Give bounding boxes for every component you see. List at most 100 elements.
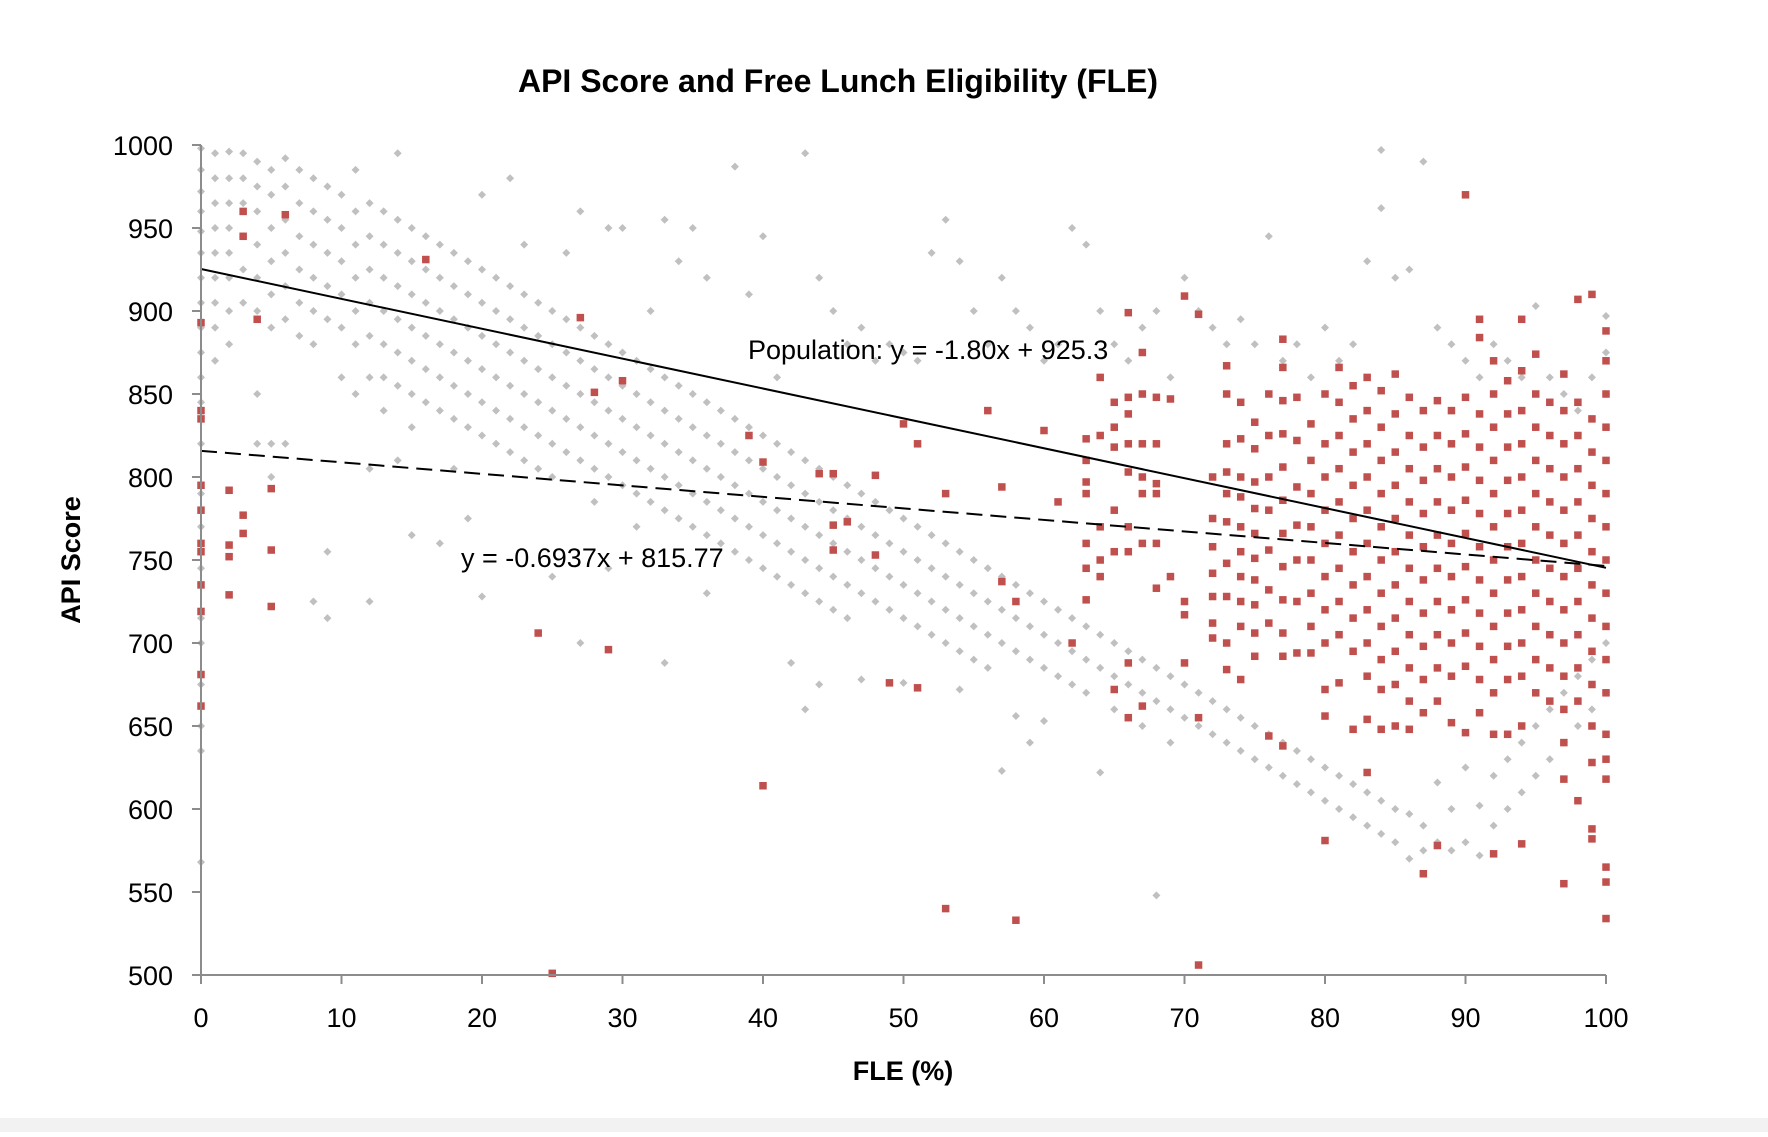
sample-point xyxy=(1265,473,1273,481)
population-point xyxy=(323,315,332,324)
population-point xyxy=(421,298,430,307)
population-point xyxy=(1517,788,1526,797)
population-point xyxy=(1503,755,1512,764)
sample-point xyxy=(1602,622,1610,631)
sample-point xyxy=(1293,436,1301,445)
sample-point xyxy=(1560,473,1568,481)
sample-point xyxy=(1391,722,1399,730)
sample-point xyxy=(1265,390,1273,398)
population-point xyxy=(463,514,472,523)
population-point xyxy=(309,273,318,282)
population-point xyxy=(253,157,262,166)
sample-point xyxy=(1503,576,1512,584)
population-point xyxy=(590,398,599,407)
population-point xyxy=(478,365,486,374)
population-point xyxy=(478,431,486,440)
population-point xyxy=(1503,805,1512,813)
sample-point xyxy=(1475,675,1484,684)
population-point xyxy=(492,340,501,349)
sample-point xyxy=(1166,395,1175,403)
sample-point xyxy=(1602,878,1610,886)
sample-point xyxy=(1307,489,1315,498)
sample-point xyxy=(1321,639,1329,647)
sample-point xyxy=(1517,367,1526,375)
population-point xyxy=(1335,805,1344,813)
sample-point xyxy=(1461,430,1470,438)
sample-point xyxy=(1489,556,1498,564)
sample-point xyxy=(1602,489,1610,498)
sample-point xyxy=(1349,725,1357,734)
sample-point xyxy=(239,232,247,241)
sample-point xyxy=(998,577,1006,586)
population-point xyxy=(337,290,346,299)
sample-point xyxy=(1222,665,1231,674)
sample-point xyxy=(1532,350,1540,358)
sample-point xyxy=(1363,539,1371,548)
population-point xyxy=(407,224,416,232)
population-point xyxy=(309,307,318,315)
population-point xyxy=(604,473,613,481)
population-point xyxy=(1391,838,1400,847)
population-point xyxy=(913,622,922,631)
population-point xyxy=(646,497,655,506)
population-point xyxy=(660,473,669,481)
population-point xyxy=(534,331,543,340)
sample-point xyxy=(1405,498,1414,506)
population-point xyxy=(829,307,838,315)
population-point xyxy=(576,323,585,332)
population-point xyxy=(969,622,978,631)
population-point xyxy=(421,365,430,374)
sample-point xyxy=(1602,456,1610,465)
population-point xyxy=(393,381,402,390)
sample-point xyxy=(1419,406,1428,415)
population-point xyxy=(1264,763,1273,772)
sample-point xyxy=(1349,647,1357,656)
sample-point xyxy=(1251,554,1259,563)
population-point xyxy=(337,190,346,199)
sample-point xyxy=(1251,445,1259,453)
population-point xyxy=(323,215,332,224)
population-point xyxy=(1335,356,1344,365)
sample-point xyxy=(1321,506,1329,514)
sample-point xyxy=(267,602,275,611)
sample-point xyxy=(941,904,950,913)
x-tick-label: 90 xyxy=(1450,1003,1480,1033)
population-point xyxy=(435,273,444,282)
population-point xyxy=(225,248,234,257)
population-point xyxy=(1587,705,1596,714)
population-point xyxy=(660,215,669,224)
sample-point xyxy=(1279,562,1287,571)
population-point xyxy=(787,448,796,457)
population-point xyxy=(1222,340,1231,349)
y-tick-label: 1000 xyxy=(113,131,173,161)
population-point xyxy=(1096,768,1105,777)
population-point xyxy=(1321,323,1329,332)
population-point xyxy=(506,381,515,390)
population-point xyxy=(576,423,585,432)
sample-point xyxy=(1433,841,1442,850)
sample-point xyxy=(1391,614,1399,622)
sample-point xyxy=(1475,333,1484,342)
sample-point xyxy=(1307,420,1315,428)
population-point xyxy=(955,580,964,589)
population-point xyxy=(1545,705,1554,714)
sample-point xyxy=(1574,531,1582,539)
population-point xyxy=(211,356,220,365)
sample-point xyxy=(1236,622,1245,631)
population-point xyxy=(534,365,543,374)
population-point xyxy=(1166,672,1175,681)
population-point xyxy=(211,224,220,232)
sample-point xyxy=(1419,476,1428,485)
sample-point xyxy=(1236,547,1245,556)
population-point xyxy=(393,282,402,291)
population-point xyxy=(520,290,529,299)
population-point xyxy=(1363,788,1372,797)
population-point xyxy=(337,323,346,332)
population-point xyxy=(211,298,220,307)
sample-point xyxy=(1391,547,1399,556)
sample-point xyxy=(1588,825,1596,833)
sample-point xyxy=(1588,647,1596,656)
sample-point xyxy=(1096,523,1104,531)
sample-point xyxy=(1279,430,1287,438)
